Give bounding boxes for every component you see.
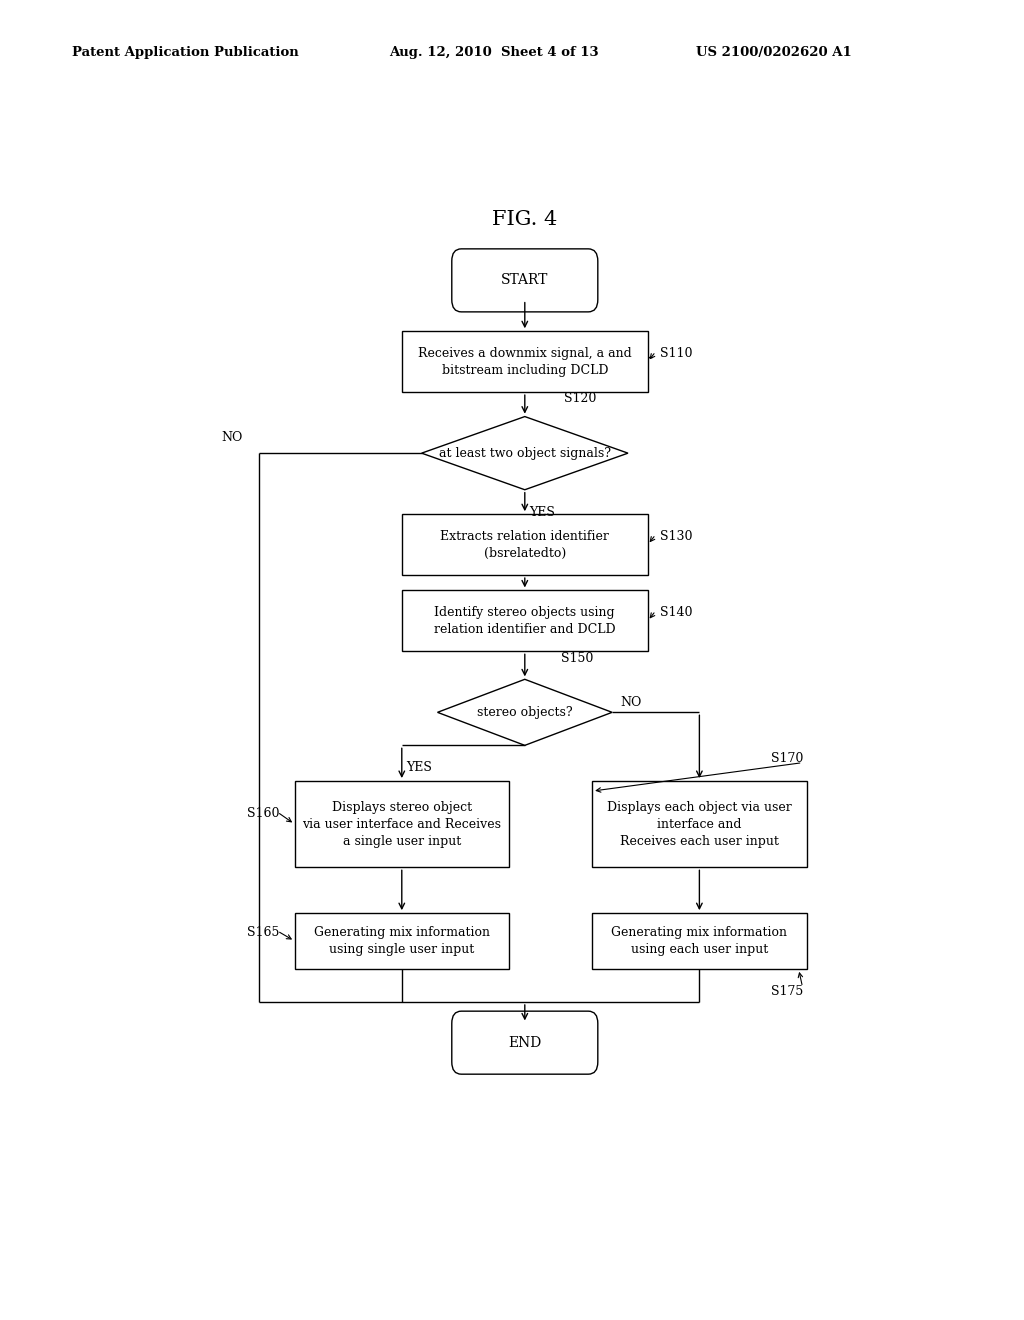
Text: Generating mix information
using single user input: Generating mix information using single … bbox=[313, 927, 489, 956]
Text: S140: S140 bbox=[659, 606, 692, 619]
Text: Patent Application Publication: Patent Application Publication bbox=[72, 46, 298, 59]
FancyBboxPatch shape bbox=[452, 1011, 598, 1074]
FancyBboxPatch shape bbox=[452, 249, 598, 312]
Text: S160: S160 bbox=[247, 808, 280, 821]
Text: stereo objects?: stereo objects? bbox=[477, 706, 572, 719]
Bar bbox=[401, 331, 648, 392]
Polygon shape bbox=[422, 417, 628, 490]
Text: NO: NO bbox=[620, 696, 641, 709]
Text: at least two object signals?: at least two object signals? bbox=[439, 446, 610, 459]
Text: NO: NO bbox=[222, 432, 243, 445]
Text: Displays each object via user
interface and
Receives each user input: Displays each object via user interface … bbox=[607, 801, 792, 847]
Polygon shape bbox=[437, 680, 612, 746]
Bar bbox=[401, 515, 648, 576]
Text: S150: S150 bbox=[560, 652, 593, 665]
Text: S110: S110 bbox=[659, 347, 692, 360]
Bar bbox=[592, 781, 807, 867]
Text: US 2100/0202620 A1: US 2100/0202620 A1 bbox=[696, 46, 852, 59]
Text: Displays stereo object
via user interface and Receives
a single user input: Displays stereo object via user interfac… bbox=[302, 801, 502, 847]
Text: S165: S165 bbox=[247, 927, 280, 940]
Text: YES: YES bbox=[406, 762, 432, 775]
Text: Generating mix information
using each user input: Generating mix information using each us… bbox=[611, 927, 787, 956]
Text: FIG. 4: FIG. 4 bbox=[493, 210, 557, 228]
Bar bbox=[295, 781, 509, 867]
Text: START: START bbox=[501, 273, 549, 288]
Text: Extracts relation identifier
(bsrelatedto): Extracts relation identifier (bsrelatedt… bbox=[440, 529, 609, 560]
Text: S120: S120 bbox=[564, 392, 597, 405]
Text: Identify stereo objects using
relation identifier and DCLD: Identify stereo objects using relation i… bbox=[434, 606, 615, 636]
Bar bbox=[295, 913, 509, 969]
Text: END: END bbox=[508, 1036, 542, 1049]
Text: Aug. 12, 2010  Sheet 4 of 13: Aug. 12, 2010 Sheet 4 of 13 bbox=[389, 46, 599, 59]
Text: Receives a downmix signal, a and
bitstream including DCLD: Receives a downmix signal, a and bitstre… bbox=[418, 347, 632, 376]
Bar bbox=[401, 590, 648, 651]
Text: YES: YES bbox=[528, 506, 555, 519]
Bar bbox=[592, 913, 807, 969]
Text: S170: S170 bbox=[771, 752, 803, 766]
Text: S175: S175 bbox=[771, 985, 803, 998]
Text: S130: S130 bbox=[659, 531, 692, 543]
